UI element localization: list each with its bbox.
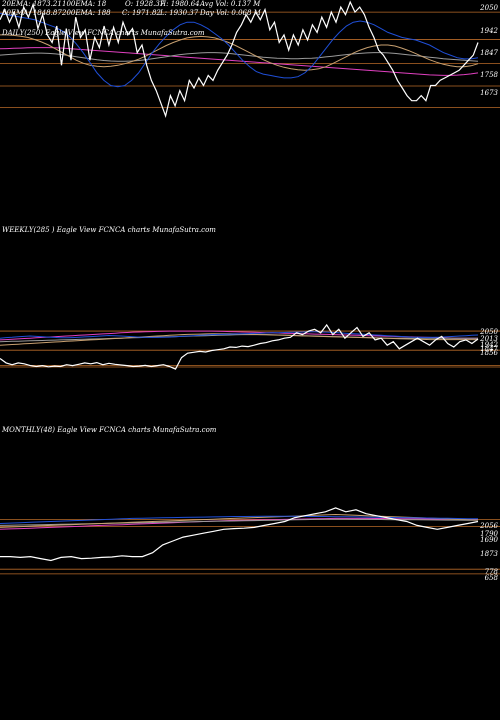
weekly-chart xyxy=(0,323,500,370)
ema-short-line xyxy=(0,12,479,88)
daily-panel: 20EMA: 1873.21 100EMA: 18 O: 1928.37 H: … xyxy=(0,0,500,160)
y-tick-label: 1790 xyxy=(480,530,498,538)
daily-header-close: C: 1971.82 xyxy=(122,9,161,17)
price-line xyxy=(0,323,479,370)
y-tick-label: 1673 xyxy=(480,89,498,97)
daily-header-low: L: 1930.37 xyxy=(160,9,199,17)
daily-header-open: O: 1928.37 xyxy=(125,0,165,8)
ema-long-line xyxy=(0,517,479,530)
y-tick-label: 658 xyxy=(484,574,498,582)
y-tick-label: 1690 xyxy=(480,536,498,544)
monthly-chart xyxy=(0,507,500,575)
y-tick-label: 1942 xyxy=(480,27,498,35)
ema-short-line xyxy=(0,515,479,524)
price-line xyxy=(0,0,479,118)
daily-header-dayvol: Day Vol: 0.068 M xyxy=(200,9,261,17)
y-tick-label: 2050 xyxy=(480,4,498,12)
y-tick-label: 1847 xyxy=(480,49,498,57)
y-tick-label: 2056 xyxy=(480,522,498,530)
daily-header-200ema: 200EMA: 188 xyxy=(62,9,111,17)
monthly-panel: MONTHLY(48) Eagle View FCNCA charts Muna… xyxy=(0,424,500,584)
ema-alt-line xyxy=(0,52,479,62)
y-tick-label: 1873 xyxy=(480,550,498,558)
ema-long-line xyxy=(0,47,479,76)
ema-mid-line xyxy=(0,34,479,71)
y-tick-label: 1942 xyxy=(480,341,498,349)
daily-header-high: H: 1980.64 xyxy=(160,0,200,8)
daily-header-20ema: 20EMA: 1873.21 xyxy=(2,0,62,8)
daily-header-avgvol: Avg Vol: 0.137 M xyxy=(200,0,261,8)
y-tick-label: 778 xyxy=(484,568,498,576)
monthly-caption: MONTHLY(48) Eagle View FCNCA charts Muna… xyxy=(2,426,217,434)
y-tick-label: 2013 xyxy=(480,335,498,343)
daily-header-100ema: 100EMA: 18 xyxy=(62,0,107,8)
y-tick-label: 1847 xyxy=(480,345,498,353)
weekly-caption: WEEKLY(285 ) Eagle View FCNCA charts Mun… xyxy=(2,226,216,234)
price-line xyxy=(0,507,479,562)
ema-mid-line xyxy=(0,513,479,528)
daily-chart xyxy=(0,0,500,118)
daily-header-50ema: 50EMA: 1848.87 xyxy=(2,9,62,17)
daily-caption: DAILY(250) Eagle View FCNCA charts Munaf… xyxy=(2,29,205,37)
y-tick-label: 1758 xyxy=(480,71,498,79)
y-tick-label: 1856 xyxy=(480,349,498,357)
ema-short-line xyxy=(0,331,479,339)
weekly-panel: WEEKLY(285 ) Eagle View FCNCA charts Mun… xyxy=(0,224,500,384)
y-tick-label: 2050 xyxy=(480,328,498,336)
